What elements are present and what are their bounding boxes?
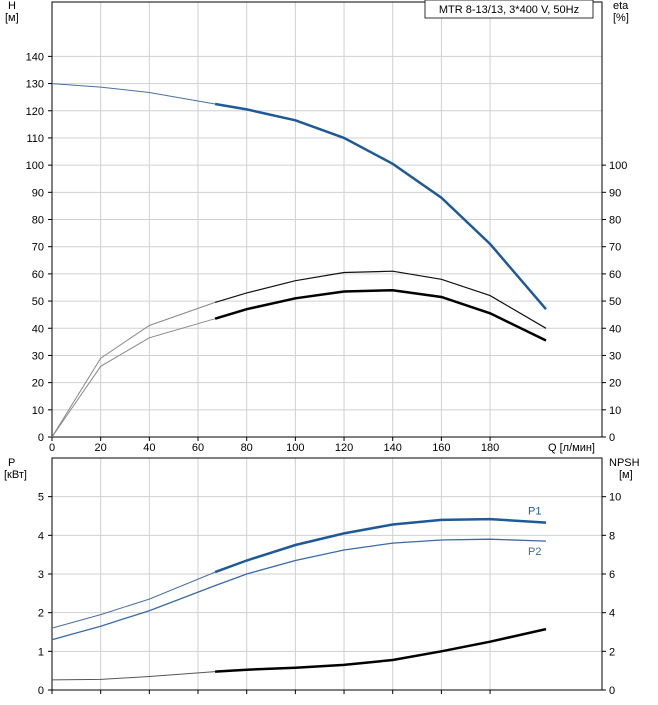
y-tick-label: 50 [32, 296, 44, 308]
y2-tick-label: 4 [609, 608, 615, 620]
curve [51, 301, 216, 438]
curve-label: P1 [528, 506, 541, 518]
plot-frame [51, 1, 603, 438]
y-tick-label: 0 [38, 685, 44, 697]
y2-unit: [%] [613, 12, 629, 24]
y-tick-label: 20 [32, 378, 44, 390]
model-label: MTR 8-13/13, 3*400 V, 50Hz [439, 4, 579, 16]
y2-tick-label: 0 [609, 685, 615, 697]
y-tick-label: 70 [32, 242, 44, 254]
y-tick-label: 90 [32, 187, 44, 199]
x-tick-label: 60 [192, 442, 204, 454]
y-label: H [8, 0, 16, 12]
y2-tick-label: 40 [609, 323, 621, 335]
y-tick-label: 80 [32, 215, 44, 227]
y-tick-label: 30 [32, 350, 44, 362]
y-tick-label: 1 [38, 646, 44, 658]
curve [51, 571, 216, 629]
y2-label: NPSH [609, 457, 640, 469]
plot-frame [51, 457, 603, 691]
curve [51, 538, 547, 641]
x-tick-label: 100 [286, 442, 304, 454]
y-tick-label: 110 [26, 133, 44, 145]
y2-tick-label: 6 [609, 569, 615, 581]
curve [215, 627, 547, 673]
y2-tick-label: 70 [609, 242, 621, 254]
y2-tick-label: 2 [609, 646, 615, 658]
y-unit: [м] [5, 12, 19, 24]
y2-tick-label: 10 [609, 492, 621, 504]
y-tick-label: 0 [38, 432, 44, 444]
y-tick-label: 60 [32, 269, 44, 281]
y2-tick-label: 50 [609, 296, 621, 308]
y2-unit: [м] [619, 469, 633, 481]
y2-tick-label: 100 [609, 160, 627, 172]
x-tick-label: 20 [95, 442, 107, 454]
curve [51, 318, 216, 438]
x-label: Q [л/мин] [548, 442, 595, 454]
curve [214, 517, 547, 574]
y-tick-label: 5 [38, 492, 44, 504]
y-tick-label: 100 [26, 160, 44, 172]
model-box [424, 0, 594, 19]
y-tick-label: 130 [26, 79, 44, 91]
y2-tick-label: 0 [609, 432, 615, 444]
y2-tick-label: 10 [609, 405, 621, 417]
y-tick-label: 40 [32, 323, 44, 335]
y2-tick-label: 60 [609, 269, 621, 281]
curve [214, 270, 547, 329]
x-tick-label: 80 [241, 442, 253, 454]
x-tick-label: 140 [384, 442, 402, 454]
y2-tick-label: 20 [609, 378, 621, 390]
y-label: P [8, 457, 15, 469]
curve-label: P2 [528, 546, 541, 558]
y-tick-label: 10 [32, 405, 44, 417]
x-tick-label: 0 [49, 442, 55, 454]
y-unit: [кВт] [4, 469, 27, 481]
y-tick-label: 140 [26, 51, 44, 63]
y2-tick-label: 80 [609, 215, 621, 227]
curve [51, 671, 216, 681]
y2-tick-label: 30 [609, 350, 621, 362]
y-tick-label: 3 [38, 569, 44, 581]
y2-tick-label: 90 [609, 187, 621, 199]
y-tick-label: 120 [26, 106, 44, 118]
x-tick-label: 40 [143, 442, 155, 454]
y-tick-label: 2 [38, 608, 44, 620]
x-tick-label: 180 [481, 442, 499, 454]
x-tick-label: 120 [335, 442, 353, 454]
y2-tick-label: 8 [609, 530, 615, 542]
y-tick-label: 4 [38, 530, 44, 542]
x-tick-label: 160 [432, 442, 450, 454]
y2-label: eta [613, 0, 629, 12]
curve [51, 83, 216, 105]
curve [214, 288, 547, 342]
curve [214, 102, 547, 311]
